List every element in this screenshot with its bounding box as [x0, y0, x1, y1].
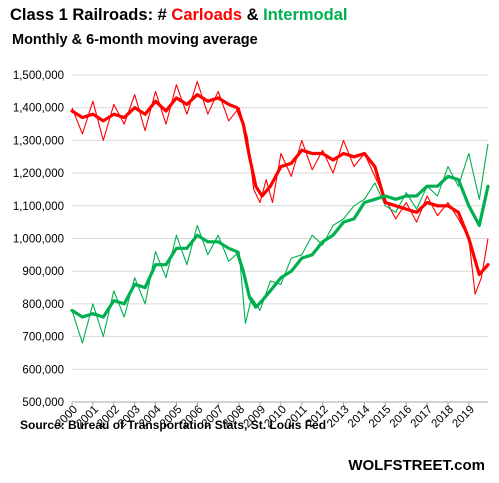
x-tick-label: 2017	[409, 404, 436, 431]
title-amp: &	[242, 6, 264, 24]
x-tick-label: 2018	[429, 404, 456, 431]
x-tick-label: 2016	[388, 404, 415, 431]
gridlines	[72, 74, 488, 403]
y-axis-tick-labels: 500,000 600,000 700,000 800,000 900,000 1,000…	[13, 70, 64, 409]
x-tick-label: 2014	[346, 403, 373, 430]
y-tick-label: 1,200,000	[13, 168, 64, 180]
chart-subtitle: Monthly & 6-month moving average	[12, 32, 258, 48]
title-prefix: Class 1 Railroads: #	[10, 6, 172, 24]
y-tick-label: 1,500,000	[13, 70, 64, 82]
intermodal-moving-average-line	[70, 174, 490, 319]
brand-watermark: WOLFSTREET.com	[348, 457, 485, 474]
carloads-monthly-line	[71, 80, 489, 295]
series-lines	[70, 80, 490, 344]
y-tick-label: 1,300,000	[13, 135, 64, 147]
intermodal-monthly-line	[71, 143, 489, 344]
y-tick-label: 700,000	[22, 332, 64, 344]
title-intermodal: Intermodal	[263, 6, 348, 24]
chart-title: Class 1 Railroads: # Carloads & Intermod…	[10, 6, 347, 25]
carloads-moving-average-line	[70, 92, 490, 277]
title-carloads: Carloads	[171, 6, 243, 24]
y-tick-label: 800,000	[22, 299, 64, 311]
y-tick-label: 900,000	[22, 266, 64, 278]
y-tick-label: 1,100,000	[13, 201, 64, 213]
y-tick-label: 1,000,000	[13, 234, 64, 246]
x-tick-label: 2013	[325, 404, 352, 431]
y-tick-label: 500,000	[22, 397, 64, 409]
y-tick-label: 1,400,000	[13, 103, 64, 115]
source-note: Source: Bureau of Transportation Stats, …	[20, 418, 327, 432]
y-tick-label: 600,000	[22, 364, 64, 376]
x-tick-label: 2019	[450, 404, 477, 431]
x-tick-label: 2015	[367, 404, 394, 431]
